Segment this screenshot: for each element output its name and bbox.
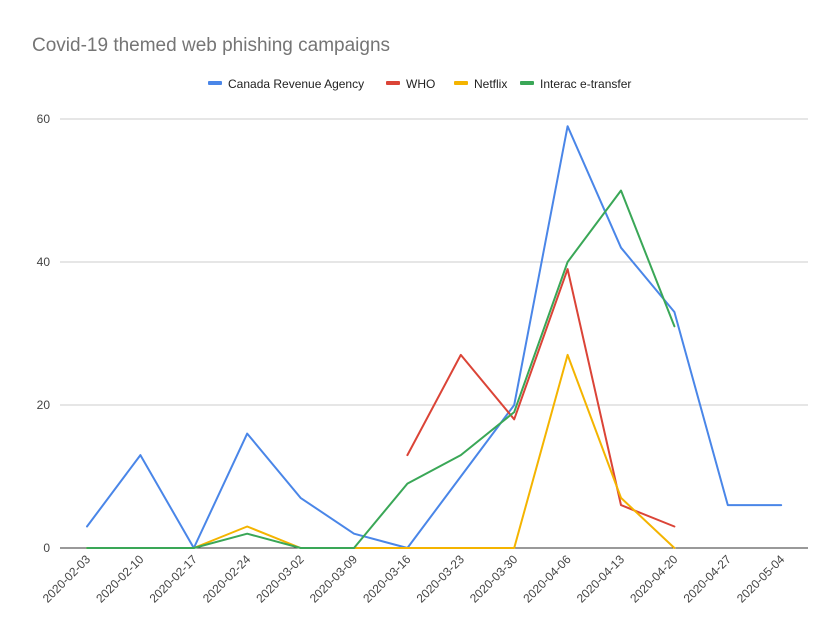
y-tick-label: 20: [37, 398, 51, 412]
series-line-netflix: [86, 353, 676, 549]
legend-label: Canada Revenue Agency: [228, 77, 364, 91]
x-tick-label: 2020-02-03: [40, 552, 94, 606]
series-lines: [86, 125, 783, 549]
x-tick-label: 2020-03-09: [307, 552, 361, 606]
y-tick-label: 60: [37, 112, 51, 126]
x-tick-label: 2020-03-23: [414, 552, 468, 606]
legend-swatch: [520, 81, 534, 85]
legend-label: Netflix: [474, 77, 507, 91]
legend-swatch: [386, 81, 400, 85]
series-line-canada-revenue-agency: [86, 125, 783, 549]
series-line-interac-e-transfer: [86, 189, 676, 549]
legend-swatch: [208, 81, 222, 85]
y-axis-ticks: 0 20 40 60: [37, 112, 51, 555]
x-tick-label: 2020-03-30: [467, 552, 521, 606]
y-tick-label: 40: [37, 255, 51, 269]
legend: Canada Revenue Agency WHO Netflix Interac e…: [208, 77, 631, 91]
x-tick-label: 2020-04-06: [520, 552, 574, 606]
x-tick-label: 2020-02-10: [93, 552, 147, 606]
legend-swatch: [454, 81, 468, 85]
y-tick-label: 0: [43, 541, 50, 555]
gridlines: [60, 118, 808, 549]
chart-title: Covid-19 themed web phishing campaigns: [32, 35, 390, 56]
x-tick-label: 2020-04-20: [627, 552, 681, 606]
x-tick-label: 2020-02-24: [200, 552, 254, 606]
x-tick-label: 2020-03-02: [253, 552, 307, 606]
legend-label: WHO: [406, 77, 435, 91]
x-tick-label: 2020-04-27: [681, 552, 735, 606]
x-tick-label: 2020-05-04: [734, 552, 788, 606]
series-line-who: [406, 268, 676, 528]
x-tick-label: 2020-02-17: [147, 552, 201, 606]
x-tick-label: 2020-04-13: [574, 552, 628, 606]
x-axis-ticks: 2020-02-03 2020-02-10 2020-02-17 2020-02-24…: [40, 552, 788, 606]
x-tick-label: 2020-03-16: [360, 552, 414, 606]
legend-label: Interac e-transfer: [540, 77, 631, 91]
